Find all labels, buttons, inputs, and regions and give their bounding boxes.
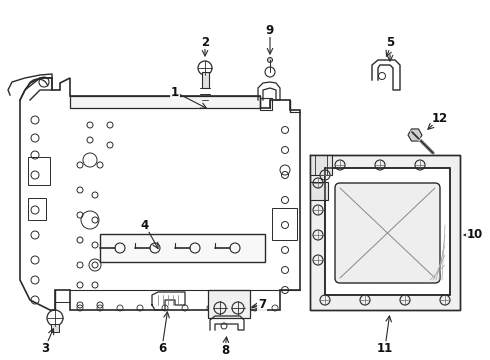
Bar bbox=[260, 98, 272, 110]
Polygon shape bbox=[325, 168, 450, 295]
Text: 1: 1 bbox=[171, 86, 179, 99]
Text: 5: 5 bbox=[386, 36, 394, 49]
Text: 9: 9 bbox=[266, 23, 274, 36]
Bar bbox=[315, 155, 327, 175]
FancyBboxPatch shape bbox=[335, 183, 440, 283]
Bar bbox=[28, 157, 50, 185]
Text: 10: 10 bbox=[467, 229, 483, 242]
Bar bbox=[208, 290, 250, 318]
Text: 2: 2 bbox=[201, 36, 209, 49]
Text: 3: 3 bbox=[41, 342, 49, 355]
Bar bbox=[310, 182, 328, 200]
Text: 6: 6 bbox=[158, 342, 166, 355]
Text: 7: 7 bbox=[258, 298, 266, 311]
Polygon shape bbox=[20, 78, 300, 310]
Text: 8: 8 bbox=[221, 343, 229, 356]
Polygon shape bbox=[408, 129, 422, 141]
Bar bbox=[51, 324, 59, 332]
Bar bbox=[272, 208, 297, 240]
Circle shape bbox=[268, 58, 272, 63]
Bar bbox=[100, 234, 265, 262]
Bar bbox=[28, 198, 46, 220]
Bar bbox=[310, 155, 332, 175]
Polygon shape bbox=[310, 155, 460, 310]
Text: 11: 11 bbox=[377, 342, 393, 355]
Text: 4: 4 bbox=[141, 219, 149, 231]
Bar bbox=[201, 72, 209, 88]
Text: 12: 12 bbox=[432, 112, 448, 125]
Polygon shape bbox=[70, 96, 260, 108]
